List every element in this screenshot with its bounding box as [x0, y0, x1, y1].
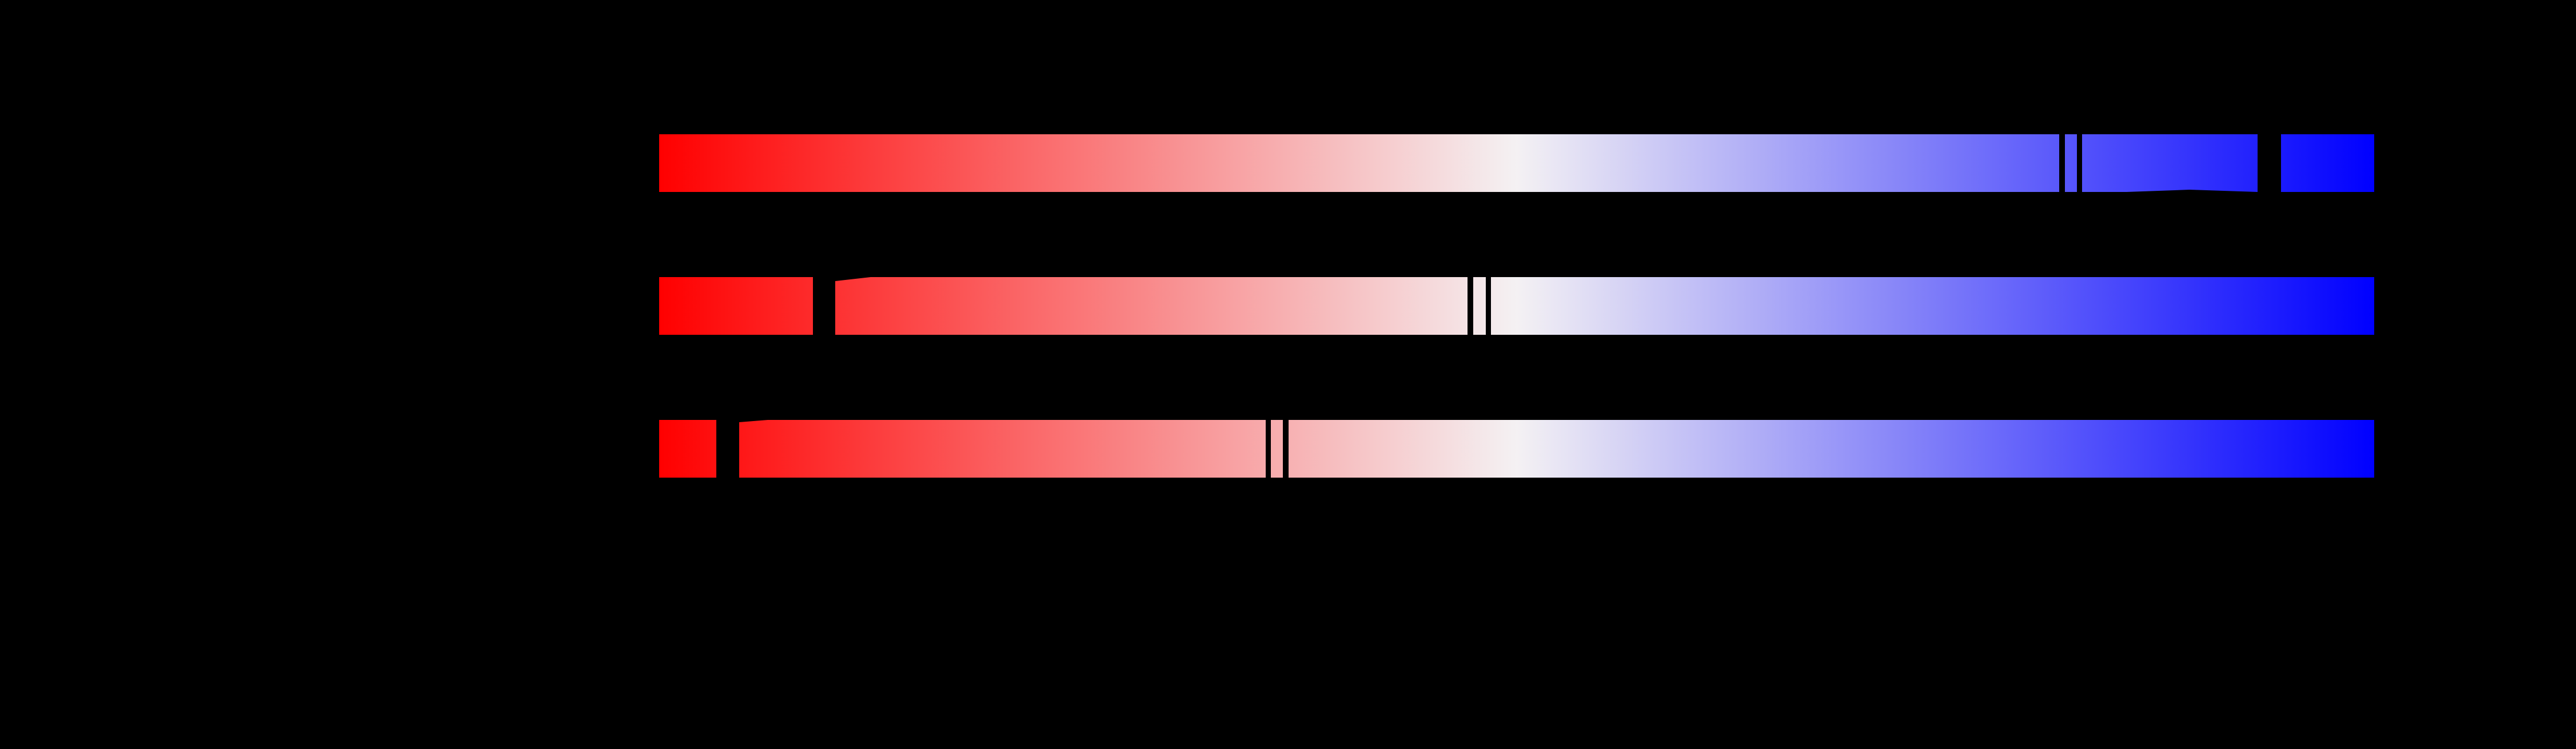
bar-tick [1266, 420, 1271, 478]
bar-bevel-bottom [2127, 190, 2258, 192]
bar-bevel-top [835, 277, 871, 281]
gradient-bar-bottom-bar [659, 420, 2374, 478]
bar-bevel-top [739, 420, 768, 422]
gradient-bar-middle-bar [659, 277, 2374, 335]
bar-tick [1486, 277, 1491, 335]
gradient-bar-top-bar [659, 134, 2374, 192]
bar-tick [2059, 134, 2065, 192]
bar-tick [1468, 277, 1473, 335]
bar-tick [2077, 134, 2082, 192]
bar-gap [2258, 134, 2281, 192]
bar-gap [813, 277, 835, 335]
bar-gap [716, 420, 739, 478]
bar-tick [1283, 420, 1289, 478]
